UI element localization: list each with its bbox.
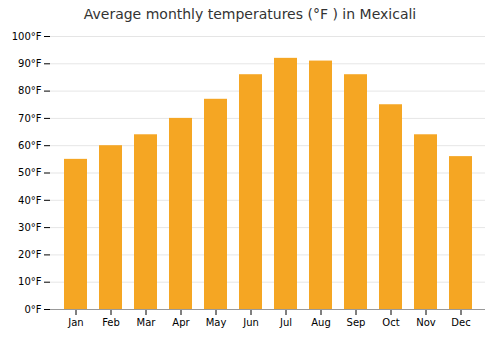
svg-text:100°F: 100°F xyxy=(12,31,42,42)
svg-text:60°F: 60°F xyxy=(18,140,42,151)
svg-text:Jul: Jul xyxy=(279,317,292,328)
svg-text:May: May xyxy=(206,317,227,328)
svg-text:40°F: 40°F xyxy=(18,195,42,206)
svg-text:Aug: Aug xyxy=(311,317,331,328)
svg-text:Jun: Jun xyxy=(242,317,259,328)
svg-text:Sep: Sep xyxy=(347,317,366,328)
svg-text:10°F: 10°F xyxy=(18,276,42,287)
svg-text:Dec: Dec xyxy=(451,317,470,328)
svg-text:Oct: Oct xyxy=(382,317,399,328)
svg-text:Feb: Feb xyxy=(102,317,120,328)
svg-text:Mar: Mar xyxy=(137,317,157,328)
svg-text:0°F: 0°F xyxy=(24,304,41,315)
svg-text:Nov: Nov xyxy=(416,317,436,328)
html-text:Average monthly temperatures (: Average monthly temperatures (°F ) in Me… xyxy=(83,6,417,22)
svg-text:Jan: Jan xyxy=(67,317,83,328)
svg-text:80°F: 80°F xyxy=(18,85,42,96)
svg-text:20°F: 20°F xyxy=(18,249,42,260)
svg-text:90°F: 90°F xyxy=(18,58,42,69)
svg-text:50°F: 50°F xyxy=(18,167,42,178)
svg-text:Apr: Apr xyxy=(172,317,190,328)
svg-text:70°F: 70°F xyxy=(18,113,42,124)
svg-text:30°F: 30°F xyxy=(18,222,42,233)
